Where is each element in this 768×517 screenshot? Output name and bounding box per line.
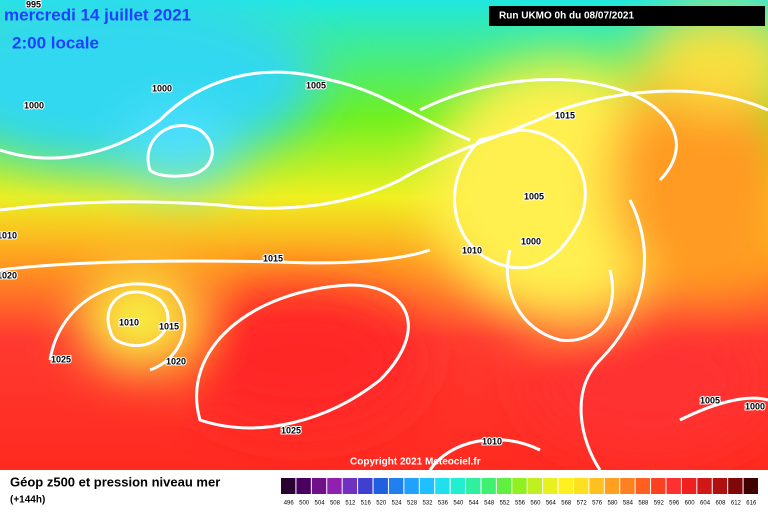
scale-label: 528	[407, 501, 418, 507]
isobar-label: 1020	[166, 356, 186, 366]
scale-label: 608	[715, 501, 726, 507]
date-label: mercredi 14 juillet 2021	[4, 5, 191, 24]
scale-label: 536	[438, 501, 449, 507]
color-swatch	[681, 478, 697, 494]
isobar-label: 1005	[524, 191, 544, 201]
scale-label: 512	[345, 501, 356, 507]
color-swatch	[589, 478, 604, 494]
color-swatch	[373, 478, 388, 494]
color-swatch	[496, 478, 512, 494]
scale-label: 572	[577, 501, 588, 507]
color-swatch	[558, 478, 573, 494]
isobar-label: 1020	[0, 270, 17, 280]
isobar-label: 1025	[51, 354, 71, 364]
scale-label: 612	[731, 501, 742, 507]
scale-label: 524	[392, 501, 403, 507]
isobar-label: 1015	[555, 110, 575, 120]
color-swatch	[728, 478, 743, 494]
scale-label: 568	[561, 501, 572, 507]
scale-label: 548	[484, 501, 495, 507]
color-swatch	[358, 478, 373, 494]
scale-label: 556	[515, 501, 526, 507]
isobar-label: 1005	[306, 80, 326, 90]
isobar-label: 1015	[263, 253, 283, 263]
color-swatch	[296, 478, 311, 494]
scale-label: 564	[546, 501, 557, 507]
color-swatch	[712, 478, 728, 494]
scale-label: 584	[623, 501, 634, 507]
isobar-label: 1010	[119, 317, 139, 327]
color-swatch	[435, 478, 450, 494]
color-swatch	[388, 478, 404, 494]
color-swatch	[697, 478, 712, 494]
run-label: Run UKMO 0h du 08/07/2021	[499, 11, 634, 22]
scale-label: 600	[685, 501, 696, 507]
isobar-label: 1000	[521, 236, 541, 246]
isobar-label: 1000	[24, 100, 44, 110]
isobar-label: 1015	[159, 321, 179, 331]
color-swatch	[327, 478, 342, 494]
scale-label: 520	[376, 501, 387, 507]
color-swatch	[743, 478, 758, 494]
scale-label: 588	[638, 501, 649, 507]
run-box	[489, 6, 765, 26]
copyright: Copyright 2021 Meteociel.fr	[350, 457, 481, 468]
color-swatch	[573, 478, 589, 494]
color-swatch	[311, 478, 327, 494]
color-swatch	[466, 478, 481, 494]
color-swatch	[419, 478, 435, 494]
scale-label: 604	[700, 501, 711, 507]
isobar-label: 1000	[745, 401, 765, 411]
color-swatch	[666, 478, 681, 494]
time-label: 2:00 locale	[12, 33, 99, 52]
legend-title: Géop z500 et pression niveau mer	[10, 474, 220, 489]
scale-label: 616	[746, 501, 757, 507]
color-swatch	[635, 478, 651, 494]
scale-label: 540	[453, 501, 464, 507]
isobar-label: 1025	[281, 425, 301, 435]
color-swatch	[527, 478, 543, 494]
scale-label: 596	[669, 501, 680, 507]
color-swatch	[543, 478, 558, 494]
scale-label: 496	[284, 501, 295, 507]
color-swatch	[404, 478, 419, 494]
scale-label: 592	[654, 501, 665, 507]
color-swatch	[604, 478, 620, 494]
color-swatch	[342, 478, 358, 494]
isobar-label: 1000	[152, 83, 172, 93]
isobar-label: 1005	[700, 395, 720, 405]
scale-label: 532	[422, 501, 433, 507]
scale-label: 508	[330, 501, 341, 507]
scale-label: 560	[530, 501, 541, 507]
isobar-label: 1010	[0, 230, 17, 240]
scale-label: 576	[592, 501, 603, 507]
scale-label: 504	[315, 501, 326, 507]
scale-label: 544	[469, 501, 480, 507]
color-swatch	[481, 478, 496, 494]
isobar-label: 1010	[462, 245, 482, 255]
color-swatch	[281, 478, 296, 494]
isobar-label: 995	[26, 0, 41, 9]
color-swatch	[620, 478, 635, 494]
color-swatch	[651, 478, 666, 494]
color-field	[0, 0, 768, 450]
isobars	[0, 70, 768, 471]
legend-subtitle: (+144h)	[10, 495, 45, 506]
isobar-label: 1010	[482, 436, 502, 446]
color-swatch	[450, 478, 466, 494]
scale-label: 516	[361, 501, 372, 507]
color-swatch	[512, 478, 527, 494]
scale-label: 552	[500, 501, 511, 507]
scale-label: 500	[299, 501, 310, 507]
scale-label: 580	[608, 501, 619, 507]
